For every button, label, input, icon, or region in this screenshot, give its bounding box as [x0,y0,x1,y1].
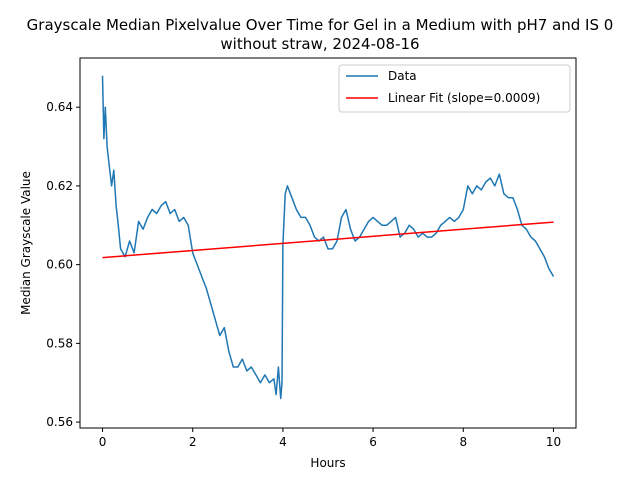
axes-frame [79,57,577,429]
series-line-linear-fit [102,221,554,259]
legend-box [338,64,571,113]
y-tick-label: 0.58 [46,336,73,350]
y-axis-label: Median Grayscale Value [19,171,33,315]
x-tick-label: 0 [99,435,107,449]
legend: Data Linear Fit (slope=0.0009) [338,64,571,113]
y-axis-ticks: 0.56 0.58 0.60 0.62 0.64 [46,100,80,429]
x-tick-label: 4 [279,435,287,449]
axes-background [80,58,576,428]
series-layer [101,75,555,400]
plot-area [80,58,576,428]
x-tick-label: 8 [459,435,467,449]
y-tick-label: 0.56 [46,415,73,429]
legend-label-data: Data [388,69,417,83]
x-axis-ticks: 0 2 4 6 8 10 [99,428,561,449]
x-axis-label: Hours [310,456,345,470]
y-tick-label: 0.60 [46,258,73,272]
series-line-data [101,75,555,400]
legend-label-linear-fit: Linear Fit (slope=0.0009) [388,91,540,105]
chart-title-line-1: Grayscale Median Pixelvalue Over Time fo… [27,16,614,34]
x-tick-label: 10 [546,435,561,449]
x-tick-label: 2 [189,435,197,449]
y-tick-label: 0.64 [46,100,73,114]
chart-title-line-2: without straw, 2024-08-16 [220,35,419,53]
y-tick-label: 0.62 [46,179,73,193]
x-tick-label: 6 [369,435,377,449]
